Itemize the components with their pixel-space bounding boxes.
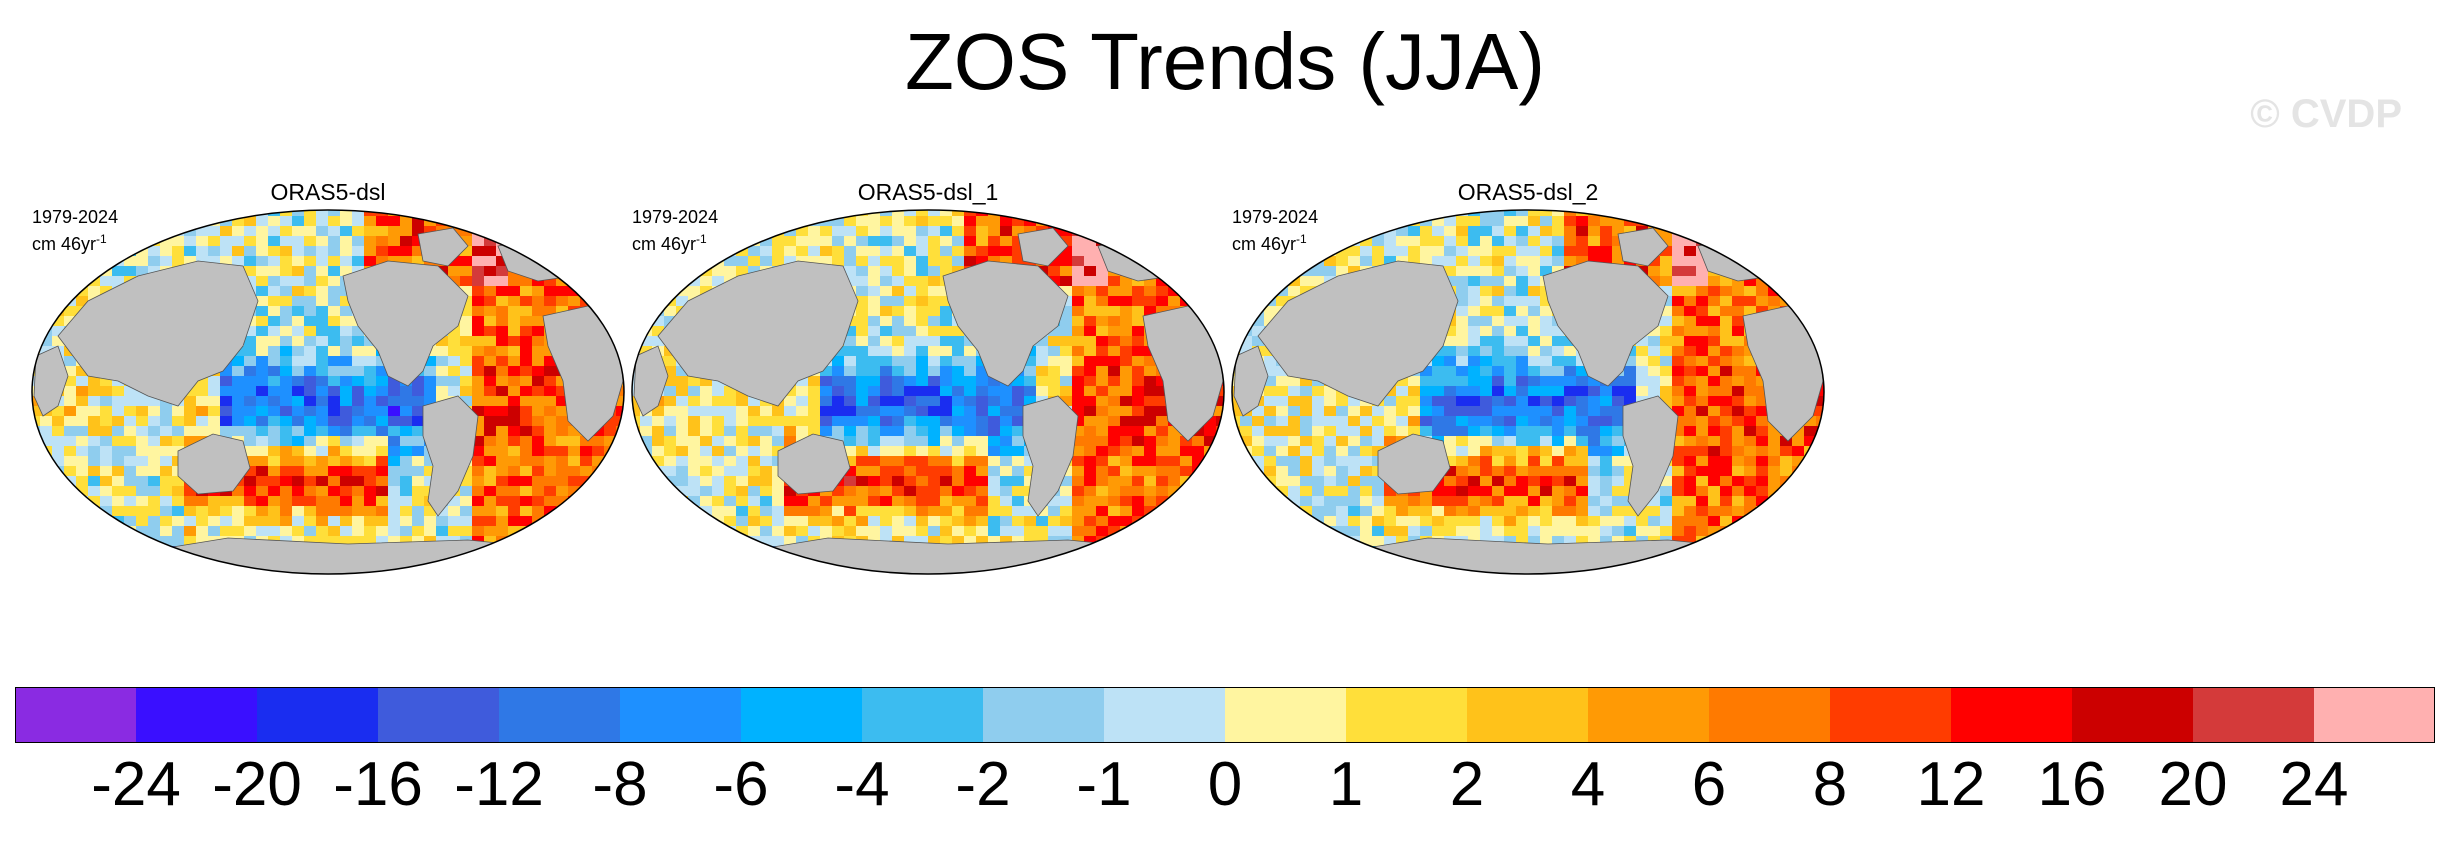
- panel-title: ORAS5-dsl_1: [857, 179, 999, 205]
- colorbar-tick-label: 2: [1449, 750, 1485, 819]
- world-map: [1231, 209, 1825, 575]
- panel-title: ORAS5-dsl_2: [1457, 179, 1599, 205]
- colorbar-swatch: [136, 687, 258, 743]
- colorbar-swatch: [378, 687, 500, 743]
- colorbar-swatch: [620, 687, 742, 743]
- map-border: [631, 209, 1225, 575]
- units-label: cm 46yr-1: [632, 232, 707, 254]
- colorbar-swatch: [2314, 687, 2435, 743]
- map-panel-2: ORAS5-dsl_1 1979-2024 cm 46yr-1: [628, 178, 1228, 578]
- colorbar-tick-label: 20: [2158, 750, 2228, 819]
- colorbar-swatch: [1709, 687, 1831, 743]
- ocean-field: [1232, 210, 1824, 574]
- colorbar-swatch: [2193, 687, 2315, 743]
- panel-meta: 1979-2024 cm 46yr-1: [632, 206, 718, 255]
- period-label: 1979-2024: [632, 207, 719, 227]
- colorbar: [15, 687, 2435, 743]
- ocean-field: [632, 210, 1224, 574]
- units-label: cm 46yr-1: [32, 232, 107, 254]
- map-border: [1231, 209, 1825, 575]
- panel-meta: 1979-2024 cm 46yr-1: [1232, 206, 1318, 255]
- colorbar-tick-label: -24: [91, 750, 181, 819]
- map-panel-3: ORAS5-dsl_2 1979-2024 cm 46yr-1: [1228, 178, 1828, 578]
- world-map: [631, 209, 1225, 575]
- colorbar-tick-label: -2: [955, 750, 1011, 819]
- colorbar-tick-label: 12: [1916, 750, 1986, 819]
- figure-title: ZOS Trends (JJA): [904, 17, 1546, 106]
- colorbar-swatch: [983, 687, 1105, 743]
- land-masses: [1233, 227, 1824, 574]
- colorbar-tick-label: 0: [1207, 750, 1243, 819]
- colorbar-tick-label: -4: [834, 750, 890, 819]
- colorbar-swatch: [1830, 687, 1952, 743]
- cvdp-watermark: © CVDP: [2250, 92, 2402, 136]
- colorbar-tick-label: 1: [1328, 750, 1364, 819]
- colorbar-tick-label: -6: [713, 750, 769, 819]
- colorbar-tick-label: 8: [1812, 750, 1848, 819]
- colorbar-swatch: [2072, 687, 2194, 743]
- colorbar-tick-label: 16: [2037, 750, 2107, 819]
- period-label: 1979-2024: [32, 207, 119, 227]
- colorbar-tick-label: -20: [212, 750, 302, 819]
- world-map: [31, 209, 625, 575]
- colorbar-tick-label: 4: [1570, 750, 1606, 819]
- colorbar-swatch: [499, 687, 621, 743]
- colorbar-tick-label: -16: [333, 750, 423, 819]
- map-panel-1: ORAS5-dsl 1979-2024 cm 46yr-1: [28, 178, 628, 578]
- panel-meta: 1979-2024 cm 46yr-1: [32, 206, 118, 255]
- colorbar-swatch: [1225, 687, 1347, 743]
- colorbar-tick-label: -12: [454, 750, 544, 819]
- colorbar-swatch: [1104, 687, 1226, 743]
- colorbar-tick-label: -8: [592, 750, 648, 819]
- map-border: [31, 209, 625, 575]
- colorbar-swatch: [1588, 687, 1710, 743]
- panel-title: ORAS5-dsl: [270, 179, 386, 205]
- units-label: cm 46yr-1: [1232, 232, 1307, 254]
- colorbar-swatch: [1951, 687, 2073, 743]
- colorbar-swatch: [1346, 687, 1468, 743]
- colorbar-swatch: [257, 687, 379, 743]
- colorbar-swatch: [741, 687, 863, 743]
- colorbar-tick-label: 6: [1691, 750, 1727, 819]
- ocean-field: [32, 210, 624, 574]
- colorbar-swatch: [862, 687, 984, 743]
- colorbar-tick-label: -1: [1076, 750, 1132, 819]
- colorbar-tick-label: 24: [2279, 750, 2349, 819]
- colorbar-swatch: [15, 687, 137, 743]
- period-label: 1979-2024: [1232, 207, 1319, 227]
- colorbar-swatch: [1467, 687, 1589, 743]
